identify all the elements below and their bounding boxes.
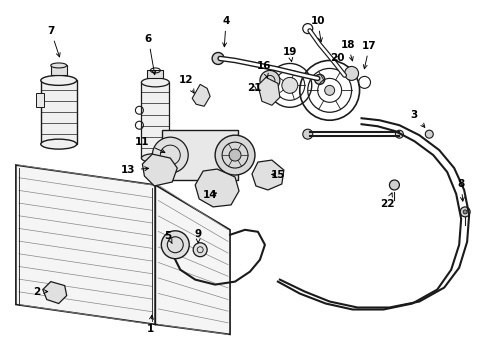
Text: 6: 6 <box>145 33 156 75</box>
Ellipse shape <box>41 139 76 149</box>
Bar <box>142 82 169 158</box>
Circle shape <box>390 180 399 190</box>
Circle shape <box>463 210 467 214</box>
Circle shape <box>212 53 224 64</box>
Circle shape <box>193 243 207 257</box>
Text: 17: 17 <box>362 41 377 69</box>
Circle shape <box>425 130 433 138</box>
Bar <box>36 93 44 107</box>
Text: 22: 22 <box>380 193 395 209</box>
Text: 10: 10 <box>311 15 325 42</box>
Bar <box>162 130 238 180</box>
Text: 18: 18 <box>341 40 355 61</box>
Circle shape <box>325 85 335 95</box>
Circle shape <box>229 149 241 161</box>
Text: 21: 21 <box>247 84 261 93</box>
Text: 13: 13 <box>121 165 148 175</box>
Circle shape <box>395 130 403 138</box>
Polygon shape <box>16 165 155 324</box>
Ellipse shape <box>142 78 169 87</box>
Text: 1: 1 <box>147 315 154 334</box>
Text: 15: 15 <box>270 170 285 180</box>
Polygon shape <box>192 84 210 106</box>
Ellipse shape <box>41 75 76 85</box>
Text: 2: 2 <box>33 287 48 297</box>
Text: 11: 11 <box>135 137 165 153</box>
Bar <box>51 66 67 75</box>
Bar <box>41 80 76 144</box>
Circle shape <box>303 129 313 139</box>
Text: 12: 12 <box>179 75 194 93</box>
Polygon shape <box>252 160 284 190</box>
Ellipse shape <box>51 63 67 68</box>
Circle shape <box>460 207 470 217</box>
Text: 20: 20 <box>330 54 345 63</box>
Circle shape <box>161 231 189 259</box>
Circle shape <box>282 77 298 93</box>
Polygon shape <box>258 77 280 105</box>
Polygon shape <box>155 185 230 334</box>
Circle shape <box>152 137 188 173</box>
Circle shape <box>315 75 325 84</box>
Polygon shape <box>43 282 67 303</box>
Bar <box>147 71 163 78</box>
Text: 16: 16 <box>257 62 271 77</box>
Text: 4: 4 <box>222 15 230 47</box>
Text: 7: 7 <box>47 26 60 57</box>
Circle shape <box>215 135 255 175</box>
Text: 8: 8 <box>458 179 465 201</box>
Text: 3: 3 <box>411 110 425 127</box>
Text: 9: 9 <box>195 229 202 243</box>
Polygon shape <box>143 154 177 186</box>
Text: 19: 19 <box>283 48 297 62</box>
Polygon shape <box>195 169 239 207</box>
Ellipse shape <box>142 154 169 163</box>
Circle shape <box>260 71 280 90</box>
Circle shape <box>344 67 359 80</box>
Text: 14: 14 <box>203 190 218 200</box>
Text: 5: 5 <box>165 231 172 244</box>
